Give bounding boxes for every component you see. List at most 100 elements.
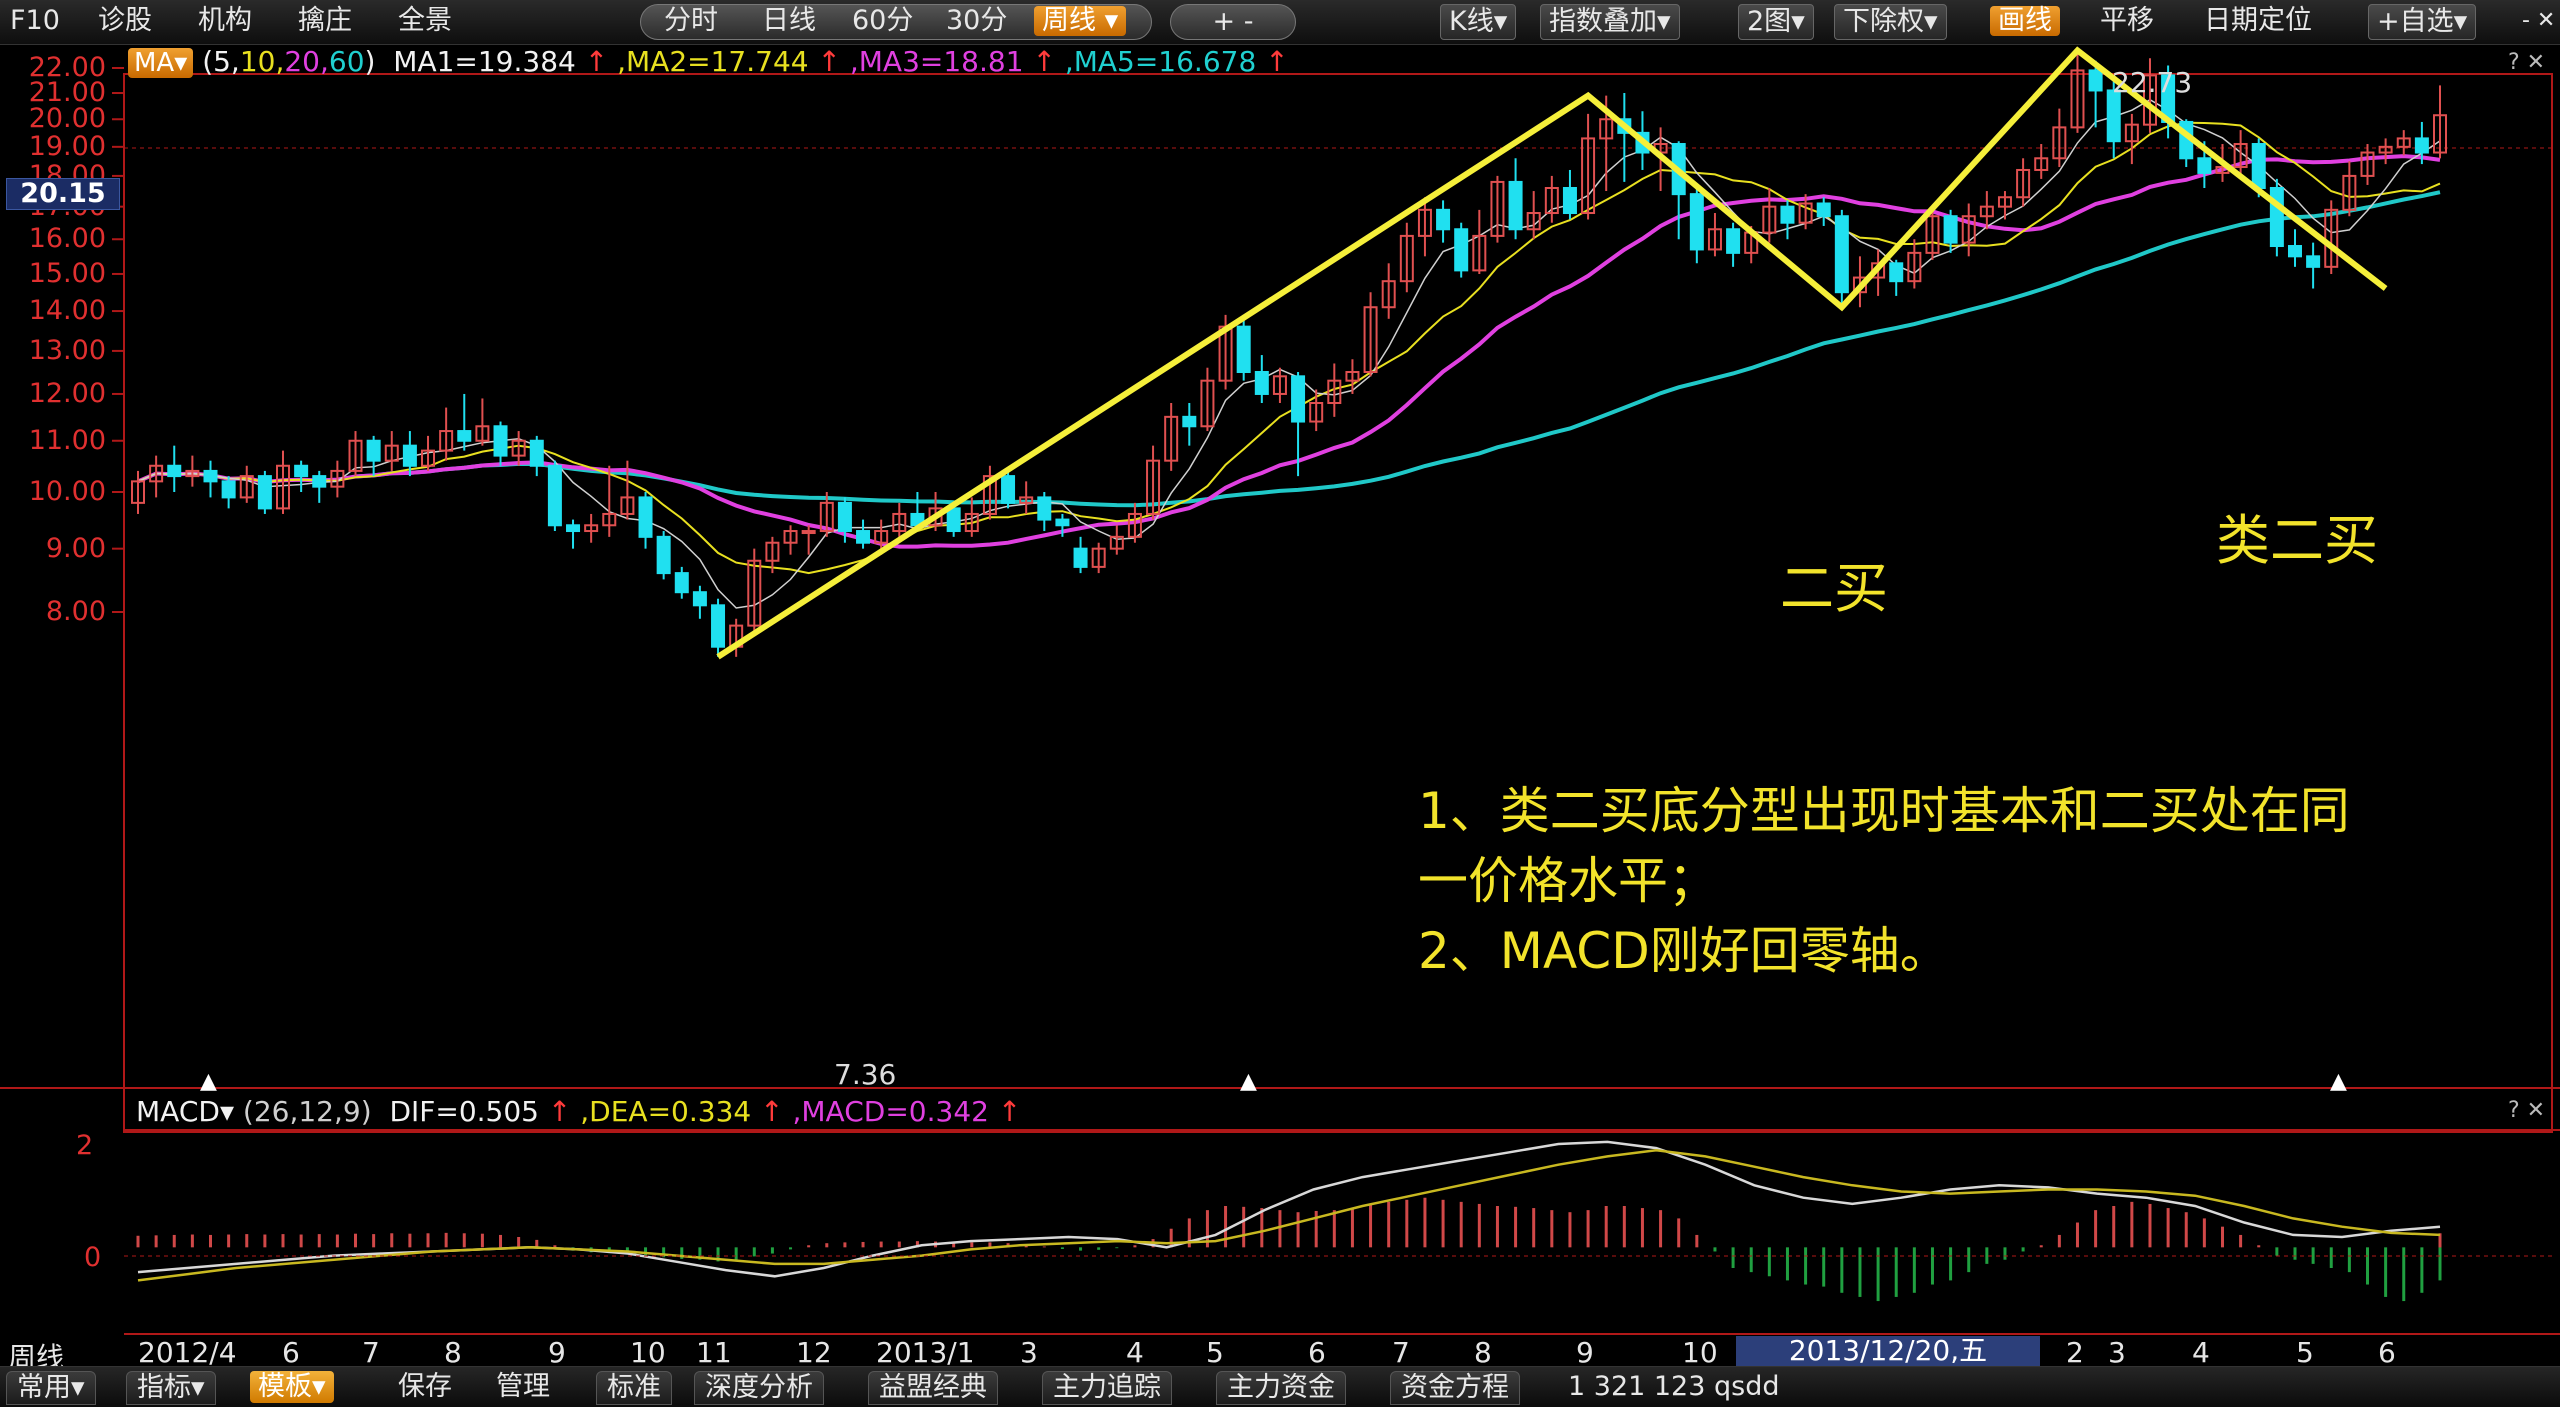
x-label: 9 <box>548 1336 566 1369</box>
draw-line-button[interactable]: 画线 <box>1990 6 2060 36</box>
candle-up <box>2378 145 2393 154</box>
candle-down <box>167 464 182 478</box>
candle-up <box>1544 186 1559 215</box>
macd-indicator-select[interactable]: MACD▾ <box>136 1095 234 1128</box>
period-30min[interactable]: 30分 <box>946 5 1008 36</box>
high-price-label: 22.73 <box>2112 66 2193 99</box>
candle-up <box>982 475 997 515</box>
tab-classic[interactable]: 益盟经典 <box>868 1371 998 1405</box>
note-line-3: 2、MACD刚好回零轴。 <box>1418 922 1950 980</box>
price-axis-label: 13.00 <box>28 334 106 366</box>
candle-down <box>1834 215 1849 294</box>
candle-down <box>638 496 653 538</box>
f10-button[interactable]: F10 <box>10 5 60 36</box>
pan-button[interactable]: 平移 <box>2100 5 2154 36</box>
candle-up <box>1599 118 1614 140</box>
x-label: 9 <box>1576 1336 1594 1369</box>
candle-down <box>1037 496 1052 521</box>
price-ticks <box>112 67 124 613</box>
stock-chart[interactable]: ▲ ▲ ▲ <box>0 44 2560 1336</box>
date-locate-button[interactable]: 日期定位 <box>2204 5 2312 36</box>
candle-down <box>547 464 562 527</box>
price-axis-label: 22.00 <box>28 52 106 83</box>
candle-up <box>1798 202 1813 224</box>
common-tab[interactable]: 常用▾ <box>6 1371 96 1405</box>
trend-zigzag <box>716 46 2388 660</box>
candle-down <box>1291 375 1306 423</box>
candle-up <box>1979 205 1994 218</box>
price-axis-label: 21.00 <box>28 77 106 109</box>
institution-button[interactable]: 机构 <box>198 5 252 36</box>
ma-indicator-select[interactable]: MA▾ <box>128 48 194 78</box>
zoom-button[interactable]: + - <box>1170 4 1296 40</box>
ma3-arrow: ↑ <box>1032 45 1056 78</box>
main-panel-controls[interactable]: ? ✕ <box>2508 50 2546 75</box>
ma1-line <box>137 98 2441 609</box>
candle-down <box>946 507 961 533</box>
x-label: 10 <box>1682 1336 1718 1369</box>
chart-count-dropdown[interactable]: 2图▾ <box>1738 4 1814 40</box>
candle-down <box>1689 193 1704 251</box>
candle-up <box>1997 196 2012 208</box>
candle-down <box>457 430 472 442</box>
diagnose-button[interactable]: 诊股 <box>98 5 152 36</box>
candle-down <box>1889 262 1904 283</box>
period-intraday[interactable]: 分时 <box>664 5 718 36</box>
macd-legend: MACD▾ (26,12,9) DIF=0.505 ↑ ,DEA=0.334 ↑… <box>136 1094 1021 1130</box>
candle-down <box>1001 475 1016 504</box>
index-overlay-dropdown[interactable]: 指数叠加▾ <box>1540 4 1680 40</box>
candle-down <box>1943 215 1958 244</box>
price-axis-label: 10.00 <box>28 476 106 507</box>
candle-up <box>421 449 436 467</box>
save-button[interactable]: 保存 <box>398 1371 452 1402</box>
candle-down <box>2106 89 2121 143</box>
panorama-button[interactable]: 全景 <box>398 5 452 36</box>
watchlist-dropdown[interactable]: +自选▾ <box>2368 4 2477 40</box>
ma-param-close: ) <box>364 45 376 78</box>
candle-down <box>2269 186 2284 248</box>
macd-panel-controls[interactable]: ? ✕ <box>2508 1098 2546 1123</box>
tab-fund-equation[interactable]: 资金方程 <box>1390 1371 1520 1405</box>
tab-main-funds[interactable]: 主力资金 <box>1216 1371 1346 1405</box>
candle-up <box>276 464 291 510</box>
tab-deep-analysis[interactable]: 深度分析 <box>694 1371 824 1405</box>
candle-up <box>1526 212 1541 231</box>
window-controls[interactable]: - ✕ <box>2522 8 2556 33</box>
x-label: 7 <box>1392 1336 1410 1369</box>
candle-down <box>1073 547 1088 568</box>
candle-down <box>1726 228 1741 254</box>
ma-param-5: (5, <box>202 45 240 78</box>
template-tab[interactable]: 模板▾ <box>250 1371 334 1403</box>
dea-line <box>137 1148 2441 1282</box>
low-price-label: 7.36 <box>834 1058 897 1091</box>
note-line-1: 1、类二买底分型出现时基本和二买处在同 <box>1418 782 2350 840</box>
second-buy-label: 二买 <box>1780 557 1888 620</box>
x-label: 6 <box>282 1336 300 1369</box>
candle-down <box>257 475 272 510</box>
x-label: 8 <box>1474 1336 1492 1369</box>
period-60min[interactable]: 60分 <box>852 5 914 36</box>
ma3-path <box>137 154 2441 549</box>
tab-main-tracking[interactable]: 主力追踪 <box>1042 1371 1172 1405</box>
ex-rights-dropdown[interactable]: 下除权▾ <box>1834 4 1947 40</box>
manage-button[interactable]: 管理 <box>496 1371 550 1402</box>
indicator-tab[interactable]: 指标▾ <box>126 1371 216 1405</box>
x-label: 5 <box>1206 1336 1224 1369</box>
marker-dot: ▲ <box>200 1069 217 1094</box>
candle-up <box>783 530 798 544</box>
candle-up <box>1399 234 1414 283</box>
kline-type-dropdown[interactable]: K线▾ <box>1440 4 1517 40</box>
x-label: 2013/1 <box>876 1336 975 1369</box>
tab-standard[interactable]: 标准 <box>596 1371 672 1405</box>
period-weekly[interactable]: 周线 ▾ <box>1034 6 1127 36</box>
candle-up <box>1381 280 1396 309</box>
candle-up <box>239 475 254 499</box>
candle-up <box>801 530 816 535</box>
period-daily[interactable]: 日线 <box>762 5 816 36</box>
price-axis-label: 16.00 <box>28 223 106 255</box>
dealer-button[interactable]: 擒庄 <box>298 5 352 36</box>
ma-param-60: 60 <box>328 45 365 78</box>
x-label: 5 <box>2296 1336 2314 1369</box>
price-axis-label: 15.00 <box>28 257 106 289</box>
bottom-toolbar: 常用▾ 指标▾ 模板▾ 保存 管理 标准 深度分析 益盟经典 主力追踪 主力资金… <box>0 1366 2560 1407</box>
